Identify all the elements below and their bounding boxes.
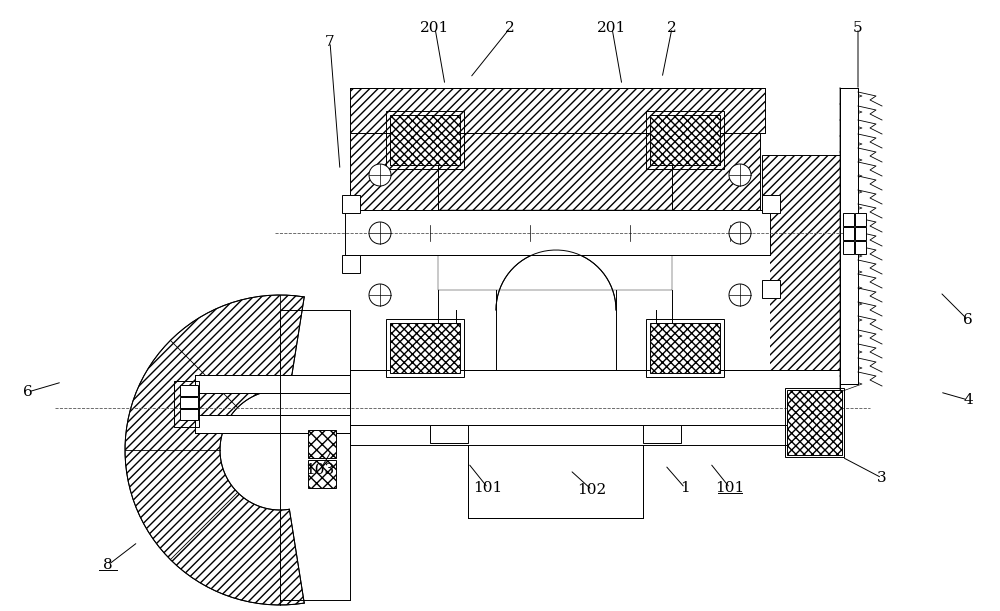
- Bar: [643, 425, 681, 443]
- Bar: [672, 133, 760, 370]
- Bar: [350, 290, 438, 370]
- Bar: [762, 280, 780, 298]
- Text: 4: 4: [963, 393, 973, 407]
- Bar: [350, 370, 840, 425]
- Text: 8: 8: [103, 558, 113, 572]
- Bar: [342, 195, 360, 213]
- Bar: [350, 370, 765, 415]
- Bar: [350, 133, 438, 370]
- Bar: [672, 290, 760, 370]
- Bar: [843, 213, 854, 226]
- Bar: [787, 390, 842, 455]
- Text: 3: 3: [877, 471, 887, 485]
- Bar: [180, 385, 198, 396]
- Bar: [855, 227, 866, 240]
- Bar: [386, 319, 464, 377]
- Bar: [456, 310, 656, 370]
- Bar: [438, 290, 672, 370]
- Bar: [650, 323, 720, 373]
- Bar: [342, 255, 360, 273]
- Bar: [650, 115, 720, 165]
- Bar: [350, 370, 765, 415]
- Bar: [438, 213, 672, 290]
- Bar: [430, 425, 468, 443]
- Bar: [350, 88, 765, 133]
- Bar: [174, 381, 199, 427]
- Bar: [646, 319, 724, 377]
- Polygon shape: [125, 295, 304, 605]
- Bar: [438, 213, 672, 290]
- Bar: [438, 290, 672, 370]
- Bar: [195, 375, 350, 393]
- Text: 101: 101: [715, 481, 745, 495]
- Bar: [386, 111, 464, 169]
- Bar: [438, 133, 672, 210]
- Bar: [350, 425, 840, 445]
- Text: 2: 2: [505, 21, 515, 35]
- Text: 6: 6: [963, 313, 973, 327]
- Bar: [785, 388, 844, 457]
- Bar: [672, 133, 760, 210]
- Bar: [345, 210, 770, 255]
- Bar: [672, 133, 760, 370]
- Bar: [438, 210, 672, 290]
- Bar: [180, 409, 198, 420]
- Text: 2: 2: [667, 21, 677, 35]
- Text: 201: 201: [597, 21, 627, 35]
- Bar: [195, 415, 350, 433]
- Text: 5: 5: [853, 21, 863, 35]
- Text: 103: 103: [305, 463, 335, 477]
- Circle shape: [369, 284, 391, 306]
- Bar: [438, 290, 672, 367]
- Bar: [646, 111, 724, 169]
- Bar: [438, 213, 672, 290]
- Text: 201: 201: [420, 21, 450, 35]
- Bar: [843, 227, 854, 240]
- Circle shape: [729, 284, 751, 306]
- Bar: [350, 133, 438, 370]
- Bar: [350, 210, 770, 370]
- Text: 6: 6: [23, 385, 33, 399]
- Circle shape: [729, 164, 751, 186]
- Bar: [390, 115, 460, 165]
- Text: 101: 101: [473, 481, 503, 495]
- Bar: [350, 88, 765, 133]
- Bar: [438, 133, 672, 213]
- Circle shape: [729, 222, 751, 244]
- Bar: [308, 430, 336, 458]
- Circle shape: [369, 164, 391, 186]
- Text: 102: 102: [577, 483, 607, 497]
- Bar: [438, 290, 672, 370]
- Circle shape: [369, 222, 391, 244]
- Text: 1: 1: [680, 481, 690, 495]
- Bar: [438, 290, 672, 370]
- Bar: [762, 195, 780, 213]
- Bar: [840, 88, 858, 384]
- Bar: [855, 241, 866, 254]
- Bar: [468, 428, 643, 518]
- Text: 7: 7: [325, 35, 335, 49]
- Bar: [308, 460, 336, 488]
- Bar: [855, 213, 866, 226]
- Bar: [438, 133, 672, 213]
- Bar: [390, 323, 460, 373]
- Bar: [843, 241, 854, 254]
- Bar: [180, 397, 198, 408]
- Bar: [350, 133, 438, 210]
- Bar: [762, 155, 840, 385]
